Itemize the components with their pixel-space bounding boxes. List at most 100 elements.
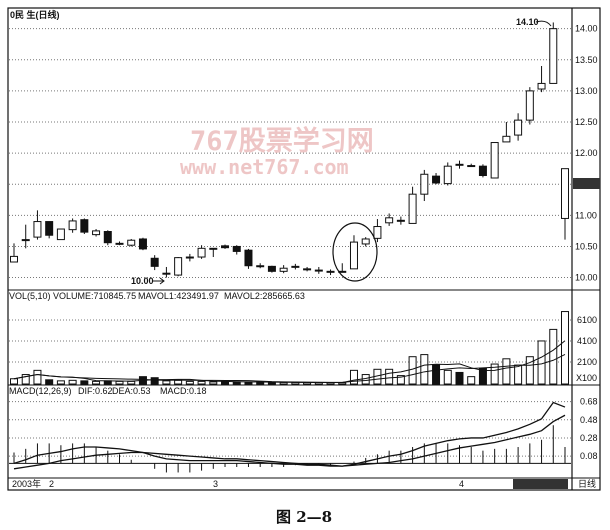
gridlines xyxy=(9,28,571,457)
mavol2-label: MAVOL2:285665.63 xyxy=(224,291,305,301)
candle-down xyxy=(432,175,441,184)
candle-up xyxy=(490,142,499,179)
candle-up xyxy=(408,193,417,224)
price-tick-label: 11.00 xyxy=(575,210,597,220)
candle-down xyxy=(267,265,276,272)
volume-bar xyxy=(525,356,534,385)
candle-up xyxy=(127,239,136,246)
volume-bar xyxy=(561,311,569,385)
volume-bar xyxy=(45,379,54,385)
candle-down xyxy=(80,219,89,233)
volume-bar xyxy=(150,377,159,385)
volume-unit: X100 xyxy=(576,373,597,383)
volume-bar xyxy=(174,379,183,385)
volume-bar xyxy=(514,364,523,385)
volume-bar xyxy=(537,340,546,385)
volume-bars xyxy=(10,311,569,385)
candle-down xyxy=(45,221,54,236)
volume-bar xyxy=(33,369,42,385)
price-tick-label: 13.50 xyxy=(575,55,598,65)
candle-up xyxy=(303,268,312,271)
candle-up xyxy=(467,165,476,168)
highlight-circle xyxy=(332,222,378,282)
watermark-line2: www.net767.com xyxy=(180,155,349,179)
dif-label: DIF:0.62 xyxy=(78,386,113,396)
volume-bar xyxy=(256,381,265,385)
macd-plot xyxy=(9,401,571,473)
dif-line xyxy=(13,401,566,467)
dea-label: DEA:0.53 xyxy=(112,386,151,396)
dea-line xyxy=(13,414,566,470)
volume-bar xyxy=(56,380,65,385)
candle-up xyxy=(326,270,335,273)
time-label-mar: 3 xyxy=(213,479,218,489)
candle-up xyxy=(549,28,558,84)
volume-bar xyxy=(80,380,89,385)
candle-up xyxy=(209,247,218,250)
y-axes: 10.0010.5011.0011.5012.0012.5013.0013.50… xyxy=(575,24,598,461)
volume-bar xyxy=(244,381,253,385)
volume-tick-label: 6100 xyxy=(577,315,597,325)
volume-bar xyxy=(92,380,101,385)
candle-up xyxy=(373,226,382,239)
candle-up xyxy=(185,256,194,259)
candle-up xyxy=(349,241,358,270)
candle-up xyxy=(56,228,65,241)
price-tick-label: 10.50 xyxy=(575,241,598,251)
candle-up xyxy=(502,135,511,143)
volume-bar xyxy=(549,328,558,385)
volume-bar xyxy=(420,354,429,385)
price-tick-label: 12.00 xyxy=(575,148,598,158)
candle-up xyxy=(33,221,42,238)
candle-down xyxy=(256,265,265,268)
macd-tick-label: 0.68 xyxy=(580,397,598,407)
candle-up xyxy=(314,269,323,272)
period-label[interactable]: 日线 xyxy=(578,478,596,489)
volume-bar xyxy=(127,380,136,385)
volume-bar xyxy=(396,375,405,385)
volume-bar xyxy=(408,356,417,385)
low-arrow-icon xyxy=(152,277,165,285)
mavol1-label: MAVOL1:423491.97 xyxy=(138,291,219,301)
high-arrow-icon xyxy=(535,20,552,27)
macd-value-label: MACD:0.18 xyxy=(160,386,207,396)
candle-up xyxy=(10,255,18,263)
candle-up xyxy=(92,230,101,236)
volume-bar xyxy=(185,380,194,385)
candle-up xyxy=(525,90,534,121)
figure-caption: 图 2—8 xyxy=(276,508,332,526)
candle-down xyxy=(221,245,230,249)
time-label-year: 2003年 xyxy=(12,478,41,489)
candle-up xyxy=(197,247,206,258)
candle-down xyxy=(455,163,464,166)
price-tick-label: 12.50 xyxy=(575,117,598,127)
candle-up xyxy=(361,238,370,245)
candle-up xyxy=(68,220,77,231)
candle-up xyxy=(385,217,394,224)
volume-bar xyxy=(455,371,464,385)
volume-bar xyxy=(432,364,441,385)
volume-bar xyxy=(68,379,77,385)
macd-tick-label: 0.28 xyxy=(580,433,598,443)
volume-bar xyxy=(349,369,358,385)
candle-down xyxy=(478,165,487,177)
volume-tick-label: 4100 xyxy=(577,336,597,346)
volume-tick-label: 2100 xyxy=(577,357,597,367)
candle-down xyxy=(150,257,159,267)
volume-bar xyxy=(385,368,394,385)
candle-up xyxy=(396,219,405,222)
candle-down xyxy=(232,245,241,252)
candle-down xyxy=(244,249,253,267)
candle-up xyxy=(115,242,124,245)
macd-params-label: MACD(12,26,9) xyxy=(9,386,72,396)
volume-bar xyxy=(21,374,30,385)
candle-up xyxy=(21,239,30,242)
price-readout-box xyxy=(573,178,600,189)
macd-tick-label: 0.08 xyxy=(580,451,598,461)
candle-up xyxy=(514,119,523,136)
volume-label: VOL(5,10) VOLUME:710845.75 xyxy=(9,291,136,301)
volume-bar xyxy=(467,376,476,385)
date-readout-box xyxy=(513,479,568,489)
candle-up xyxy=(561,168,569,219)
